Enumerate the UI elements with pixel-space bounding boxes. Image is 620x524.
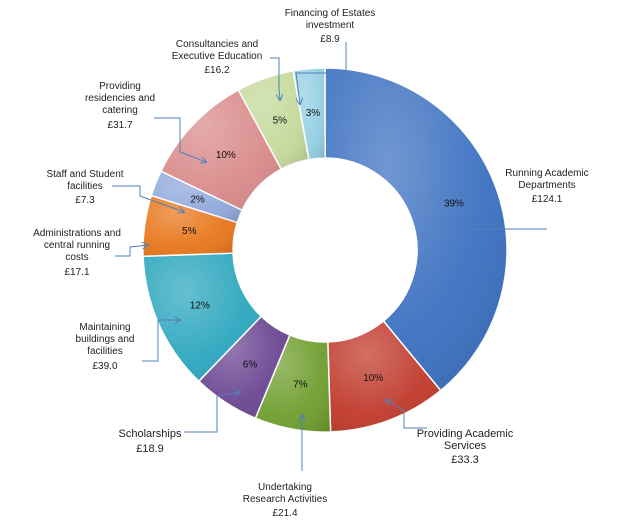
slice-percent-label: 39% bbox=[444, 198, 464, 209]
leader-line bbox=[112, 185, 184, 212]
category-label: Consultancies and Executive Education £16.… bbox=[172, 39, 263, 76]
slices-group bbox=[142, 67, 508, 433]
slice-percent-label: 3% bbox=[306, 108, 321, 119]
category-name-line: Executive Education bbox=[172, 51, 263, 62]
leader-line bbox=[184, 392, 240, 433]
slice-2 bbox=[254, 334, 332, 433]
category-name-line: investment bbox=[306, 20, 355, 31]
category-value: £16.2 bbox=[204, 65, 229, 76]
category-name-line: buildings and bbox=[76, 334, 135, 345]
slice-percent-label: 12% bbox=[190, 300, 210, 311]
category-label: Staff and Student facilities £7.3 bbox=[46, 169, 123, 206]
category-name-line: Financing of Estates bbox=[285, 8, 376, 19]
category-name-line: central running bbox=[44, 240, 110, 251]
category-value: £8.9 bbox=[320, 34, 340, 45]
slice-shine bbox=[255, 335, 331, 432]
slice-shine bbox=[238, 70, 309, 170]
category-value: £17.1 bbox=[64, 267, 89, 278]
slice-shine bbox=[143, 253, 262, 382]
category-name-line: Staff and Student bbox=[46, 169, 123, 180]
category-name-line: Providing bbox=[99, 81, 141, 92]
category-label: Undertaking Research Activities £21.4 bbox=[243, 482, 327, 519]
slice-percent-label: 5% bbox=[182, 226, 197, 237]
category-name-line: Undertaking bbox=[258, 482, 312, 493]
category-label: Providing residencies and catering £31.7 bbox=[85, 81, 155, 131]
category-name-line: costs bbox=[65, 252, 88, 263]
leader-line bbox=[115, 245, 148, 257]
category-name-line: Research Activities bbox=[243, 494, 327, 505]
category-name-line: facilities bbox=[67, 181, 103, 192]
slice-percent-label: 10% bbox=[363, 373, 383, 384]
slice-8 bbox=[237, 69, 310, 171]
category-label: Running Academic Departments £124.1 bbox=[505, 168, 588, 205]
slice-shine bbox=[160, 89, 282, 211]
category-value: £31.7 bbox=[107, 120, 132, 131]
category-name-line: Consultancies and bbox=[176, 39, 258, 50]
slice-percent-label: 6% bbox=[243, 359, 258, 370]
slice-shine bbox=[143, 195, 238, 257]
category-label: Maintaining buildings and facilities £39.0 bbox=[76, 322, 135, 372]
leader-line bbox=[270, 57, 280, 100]
category-name-line: facilities bbox=[87, 346, 123, 357]
percent-labels-group: 39% 10% 7% 6% 12% 5% 2% 10% 5% 3% bbox=[182, 108, 464, 390]
slice-shine bbox=[325, 68, 508, 391]
category-name-line: Providing Academic bbox=[417, 428, 514, 440]
category-name-line: Scholarships bbox=[119, 428, 182, 440]
category-value: £18.9 bbox=[136, 443, 164, 455]
category-value: £124.1 bbox=[532, 194, 563, 205]
category-value: £33.3 bbox=[451, 454, 479, 466]
category-name-line: residencies and bbox=[85, 93, 155, 104]
leader-line bbox=[142, 320, 180, 362]
category-value: £39.0 bbox=[92, 361, 117, 372]
leader-lines-group bbox=[112, 42, 547, 471]
slice-0 bbox=[324, 67, 508, 392]
slice-shine bbox=[293, 68, 325, 160]
slice-9 bbox=[292, 67, 326, 161]
slice-percent-label: 5% bbox=[273, 115, 288, 126]
category-label: Administrations and central running costs £… bbox=[33, 228, 121, 278]
slice-1 bbox=[327, 319, 442, 433]
slice-percent-label: 2% bbox=[190, 194, 205, 205]
category-name-line: catering bbox=[102, 105, 138, 116]
leader-line bbox=[386, 400, 427, 429]
slice-shine bbox=[327, 321, 441, 432]
slice-shine bbox=[151, 171, 243, 223]
category-name-line: Maintaining bbox=[79, 322, 130, 333]
category-name-line: Administrations and bbox=[33, 228, 121, 239]
leader-line bbox=[295, 42, 347, 104]
slice-4 bbox=[142, 252, 263, 383]
slice-shine bbox=[198, 316, 290, 419]
category-name-line: Services bbox=[444, 440, 487, 452]
category-value: £21.4 bbox=[272, 508, 297, 519]
category-value: £7.3 bbox=[75, 195, 95, 206]
category-name-line: Running Academic bbox=[505, 168, 588, 179]
leader-line bbox=[154, 117, 206, 162]
category-label: Providing Academic Services £33.3 bbox=[417, 428, 514, 466]
category-label: Financing of Estates investment £8.9 bbox=[285, 8, 376, 45]
category-name-line: Departments bbox=[518, 180, 575, 191]
slice-percent-label: 10% bbox=[216, 150, 236, 161]
category-label: Scholarships £18.9 bbox=[119, 428, 182, 455]
category-labels-group: Running Academic Departments £124.1 Providi… bbox=[33, 8, 589, 519]
slice-percent-label: 7% bbox=[293, 379, 308, 390]
